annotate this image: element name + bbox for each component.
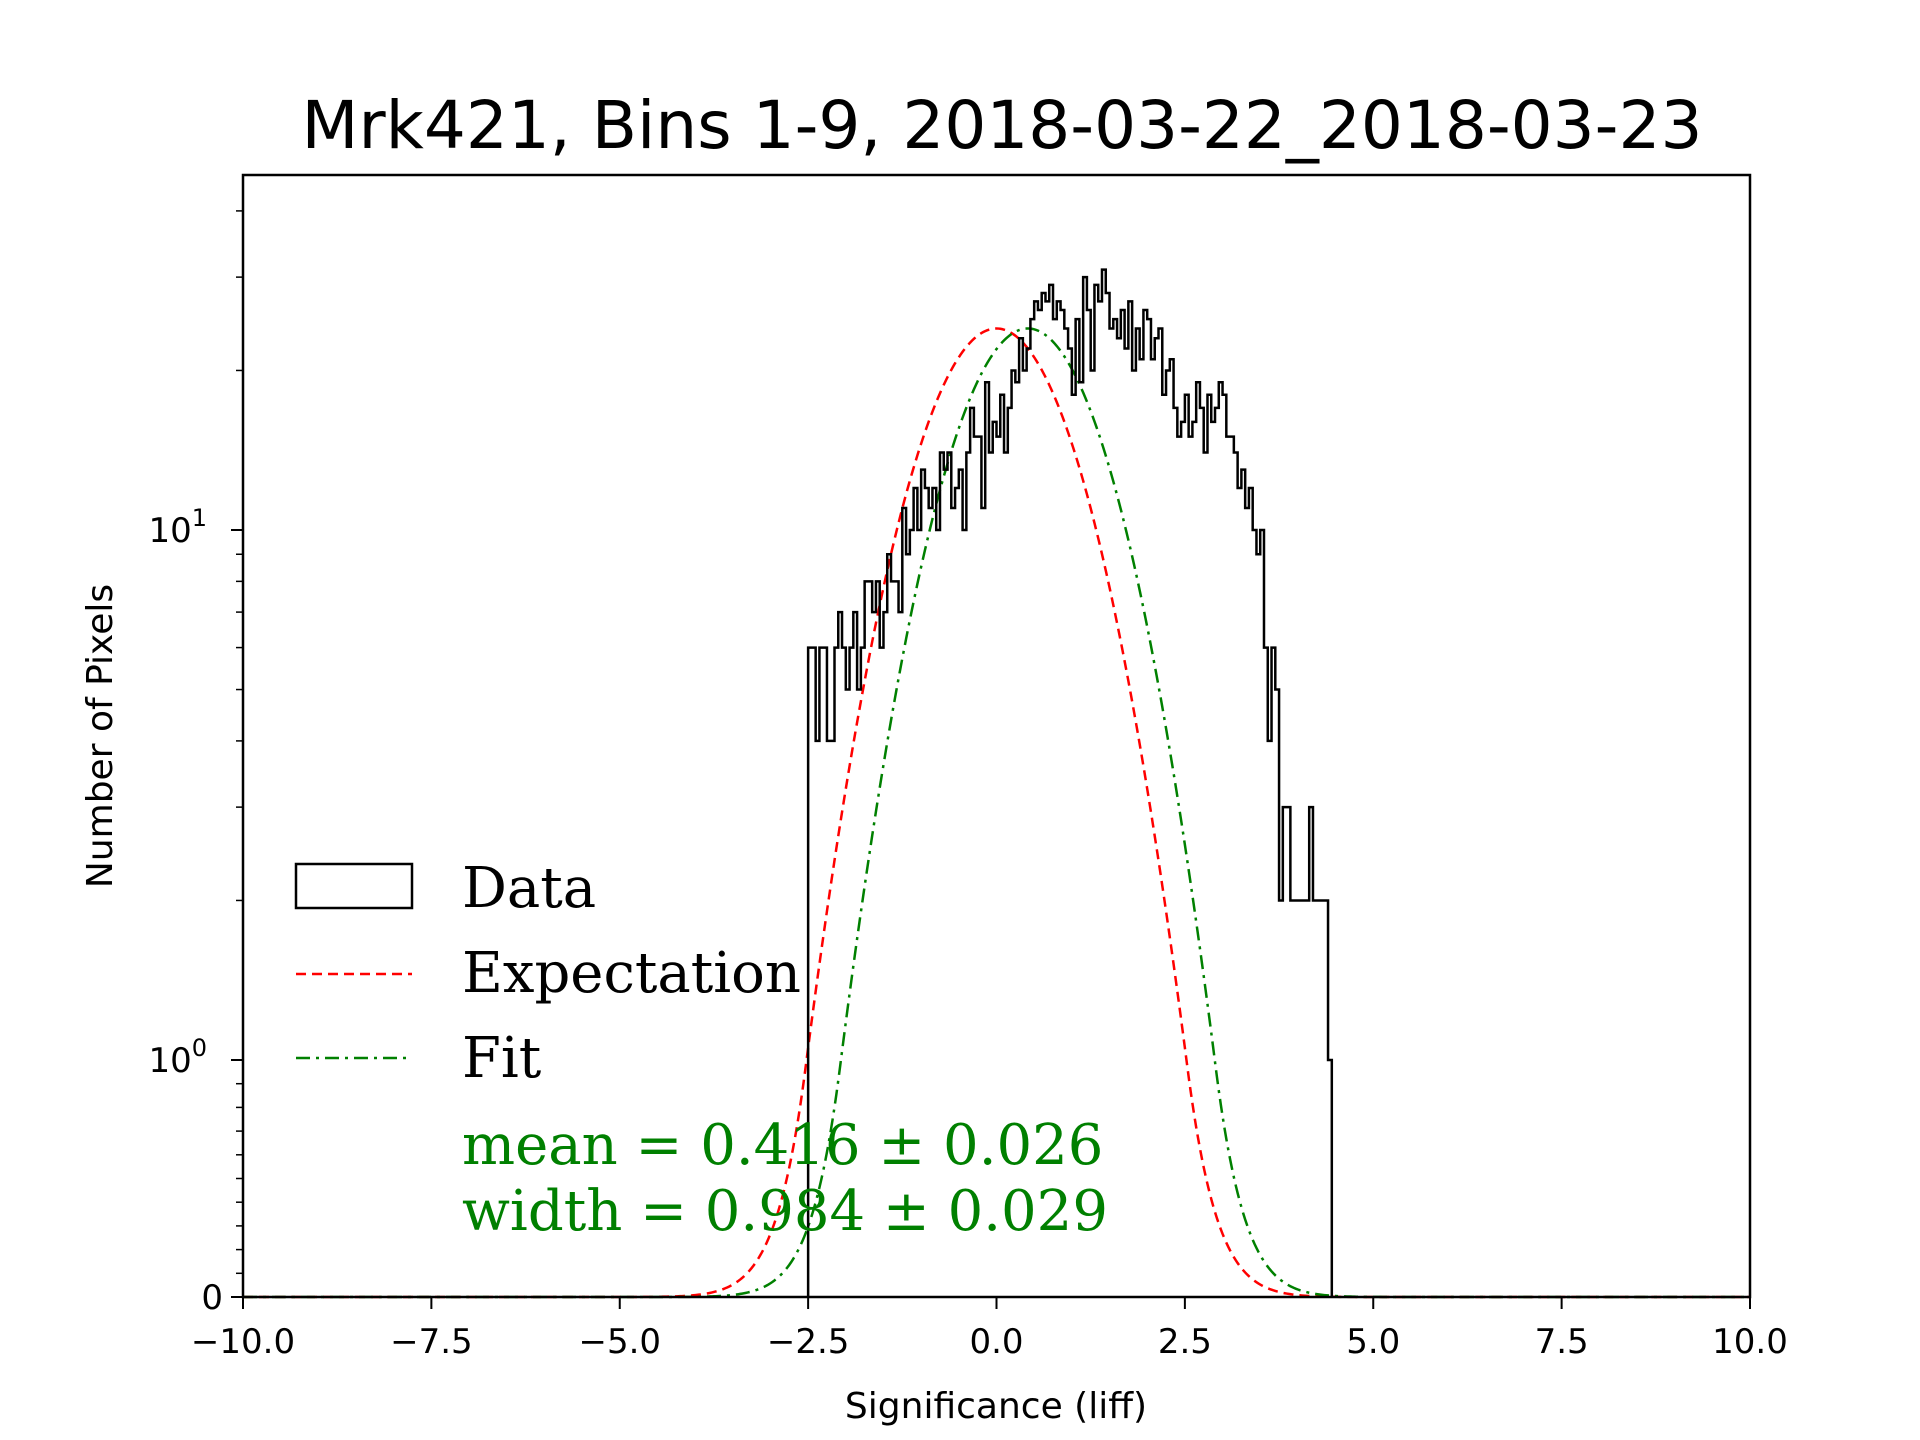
y-tick-label: 100	[148, 1034, 207, 1081]
y-tick-label: 0	[201, 1278, 223, 1318]
legend-label-fit: Fit	[462, 1026, 542, 1091]
x-axis: −10.0 −7.5 −5.0 −2.5 0.0 2.5 5.0 7.5 10.0	[191, 1297, 1788, 1362]
annotation-mean: mean = 0.416 ± 0.026	[462, 1113, 1103, 1178]
histogram	[806, 268, 1334, 1297]
y-axis-label: Number of Pixels	[80, 584, 121, 888]
x-axis-label: Significance (liff)	[845, 1386, 1147, 1427]
chart-title: Mrk421, Bins 1-9, 2018-03-22_2018-03-23	[302, 87, 1703, 164]
x-tick-label: 0.0	[969, 1322, 1023, 1362]
x-tick-label: 5.0	[1346, 1322, 1400, 1362]
y-axis: 0 100 101	[148, 210, 243, 1318]
y-tick-label: 101	[148, 504, 207, 551]
annotation-width: width = 0.984 ± 0.029	[462, 1179, 1108, 1244]
x-tick-label: −10.0	[191, 1322, 295, 1362]
x-tick-label: 2.5	[1158, 1322, 1212, 1362]
legend-label-data: Data	[462, 856, 596, 921]
legend-swatch-data	[294, 862, 414, 910]
x-tick-label: 10.0	[1712, 1322, 1788, 1362]
histogram-outline	[806, 268, 1334, 1297]
legend-label-expectation: Expectation	[462, 941, 801, 1006]
x-tick-label: −7.5	[390, 1322, 473, 1362]
x-tick-label: −5.0	[578, 1322, 661, 1362]
x-tick-label: −2.5	[767, 1322, 850, 1362]
legend: Data Expectation Fit	[294, 856, 801, 1091]
x-tick-label: 7.5	[1535, 1322, 1589, 1362]
